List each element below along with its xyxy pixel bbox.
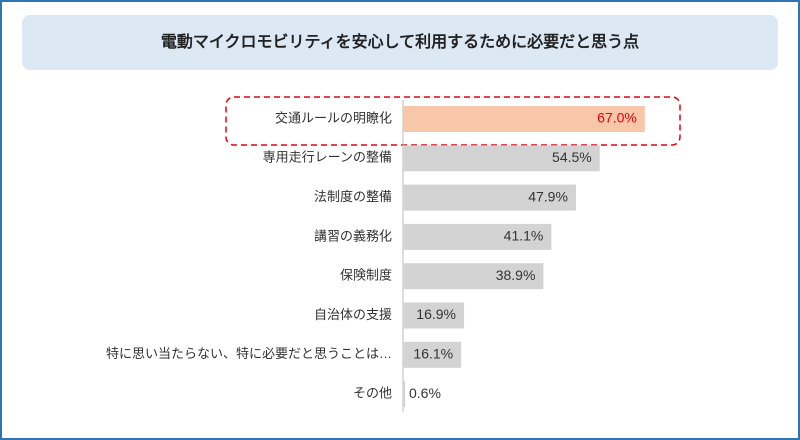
bar	[403, 184, 576, 211]
category-label: 自治体の支援	[314, 307, 392, 322]
value-label: 54.5%	[552, 149, 592, 165]
value-label: 41.1%	[504, 228, 544, 244]
bar	[403, 106, 645, 132]
category-label: 専用走行レーンの整備	[263, 150, 392, 165]
category-label: 法制度の整備	[314, 189, 392, 204]
bar	[403, 381, 406, 408]
bar	[403, 223, 552, 250]
value-label: 38.9%	[496, 267, 536, 283]
category-label: 保険制度	[340, 268, 392, 283]
value-label: 0.6%	[409, 385, 441, 401]
value-label: 16.1%	[413, 346, 453, 362]
title-box	[22, 15, 778, 70]
bar	[403, 145, 600, 172]
value-label: 47.9%	[528, 188, 568, 204]
highlight-frame	[225, 96, 681, 146]
category-label: 講習の義務化	[314, 228, 392, 243]
category-label: 特に思い当たらない、特に必要だと思うことは…	[106, 346, 392, 361]
bar	[403, 263, 544, 290]
category-label: 交通ルールの明瞭化	[275, 110, 392, 125]
bar	[403, 302, 465, 329]
category-label: その他	[353, 386, 392, 401]
chart-title: 電動マイクロモビリティを安心して利用するために必要だと思う点	[161, 32, 639, 51]
bar	[403, 341, 462, 368]
value-label: 16.9%	[416, 306, 456, 322]
value-label: 67.0%	[597, 110, 637, 126]
